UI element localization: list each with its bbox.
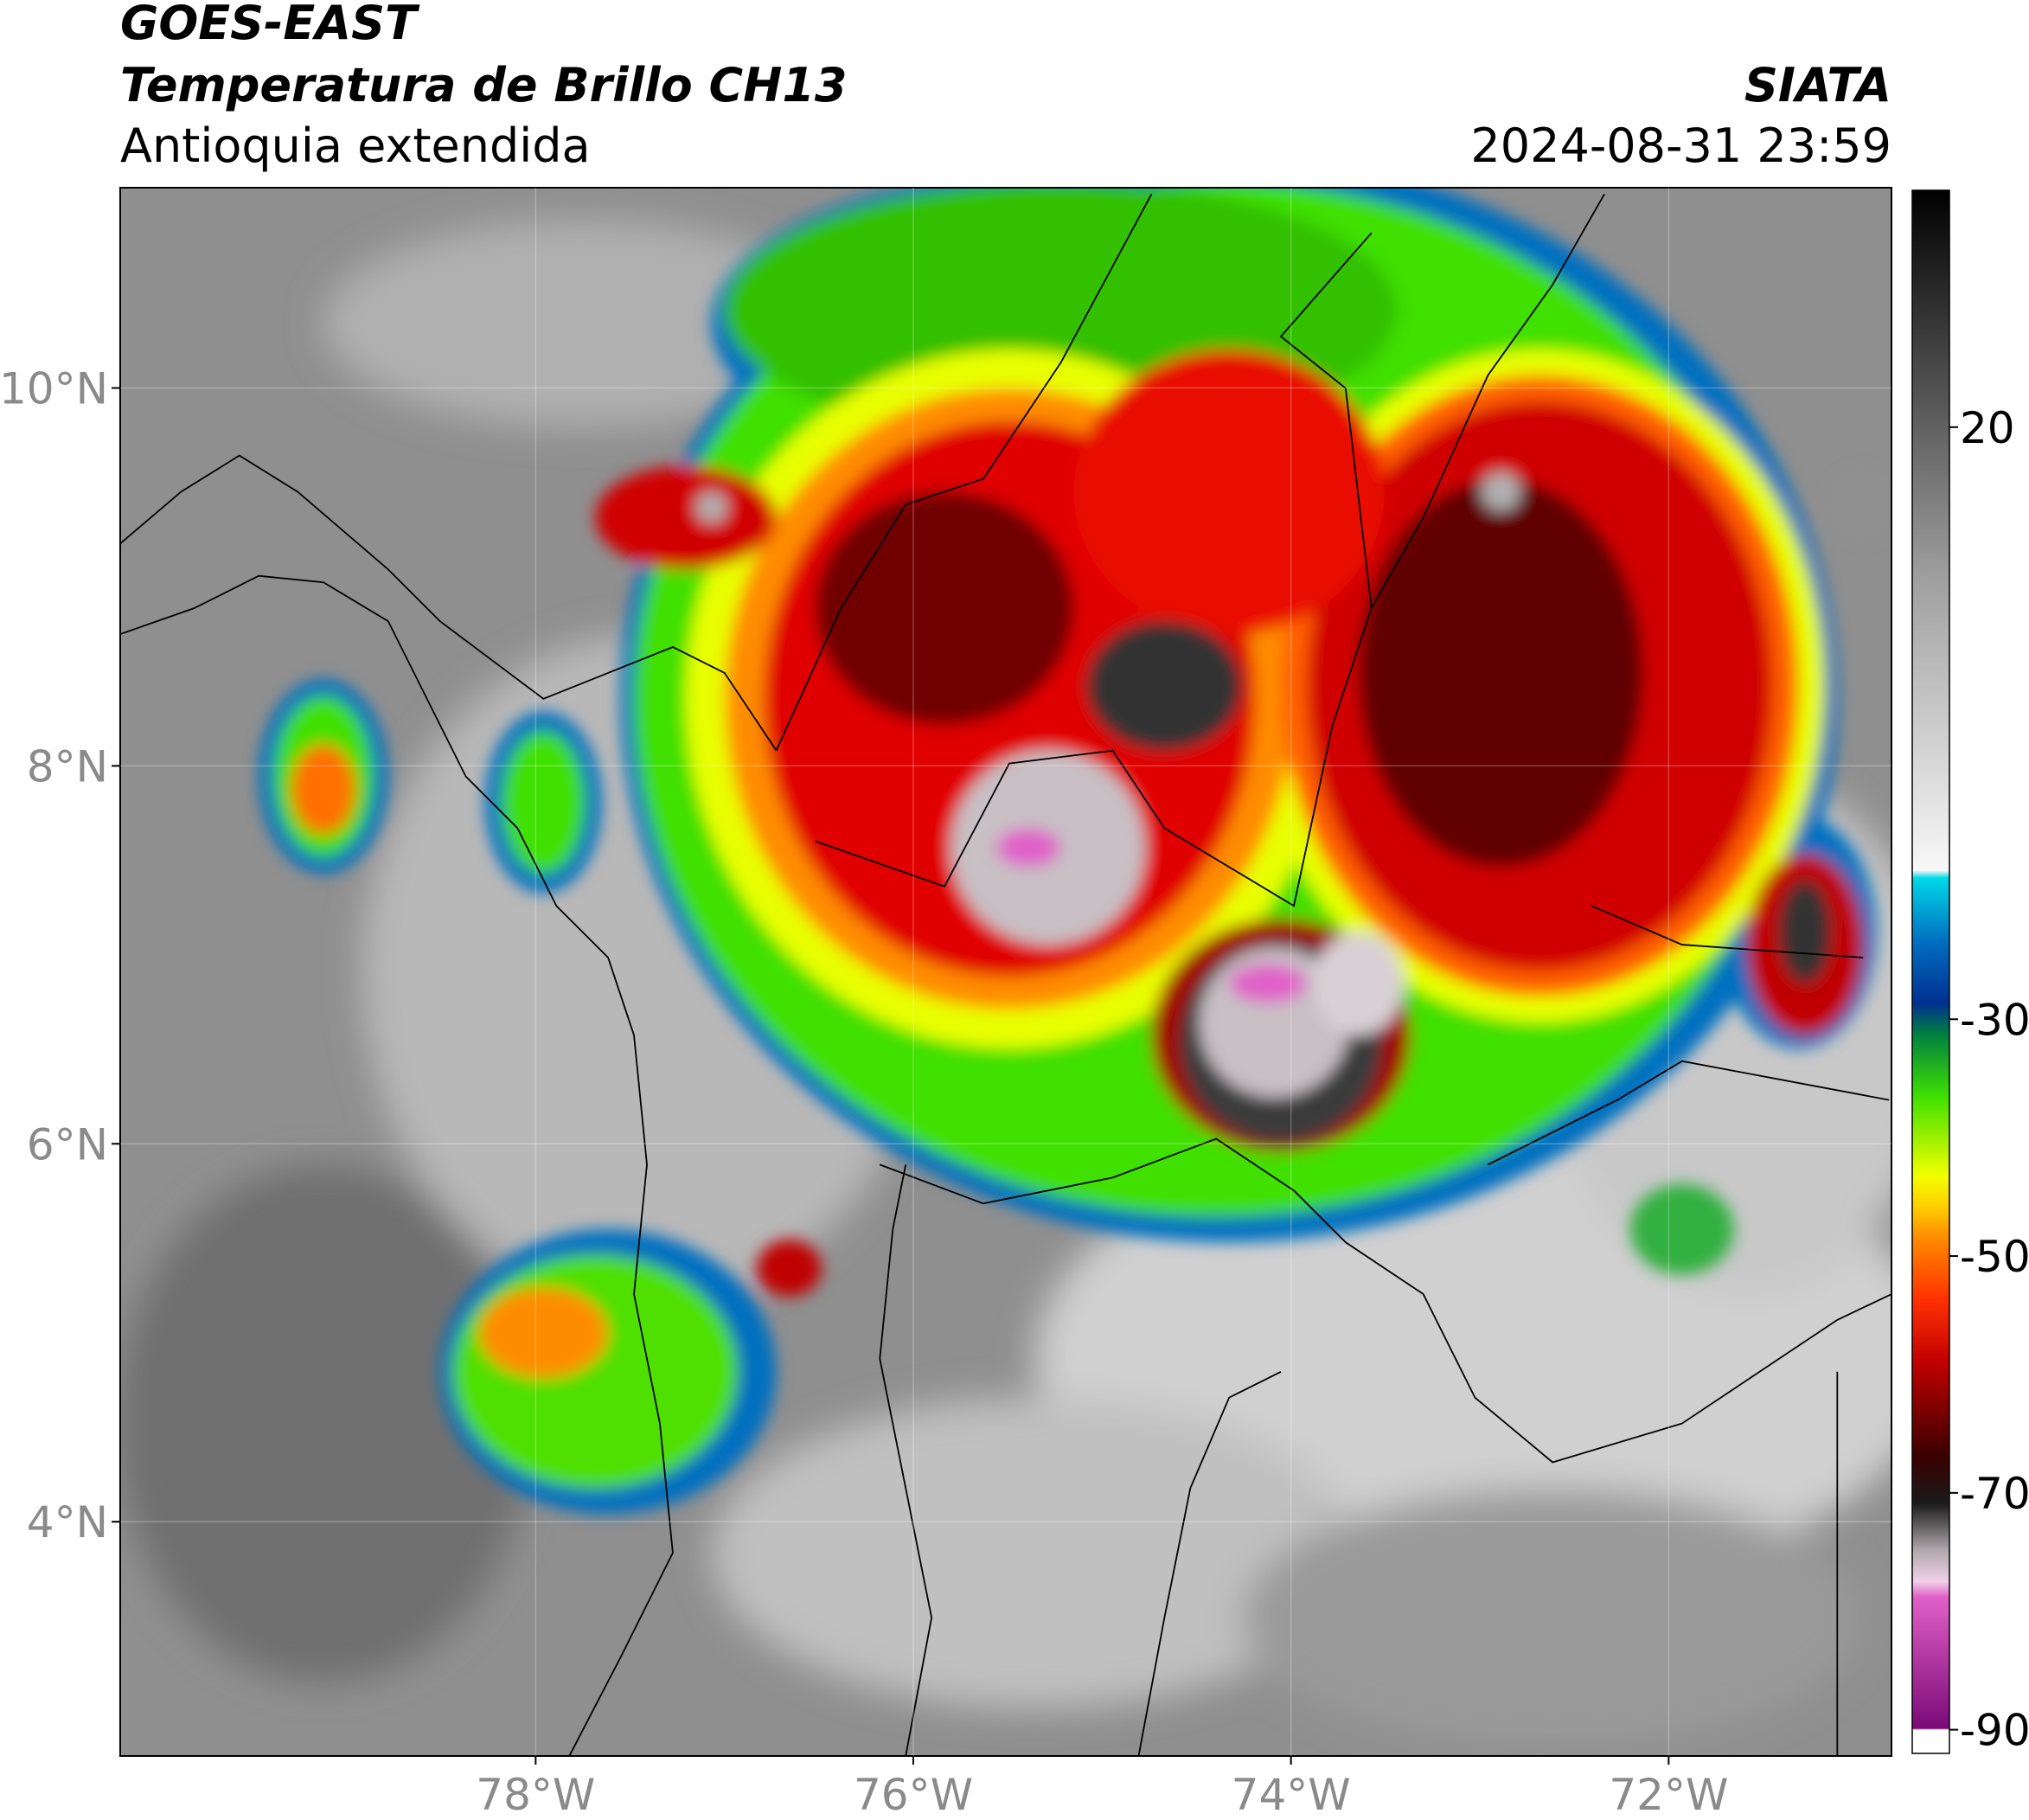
datetime: 2024-08-31 23:59 bbox=[1470, 119, 1891, 173]
y-tick-label: 4°N bbox=[27, 1497, 108, 1548]
x-tick-label: 72°W bbox=[1609, 1770, 1728, 1817]
y-tick-label: 6°N bbox=[27, 1119, 108, 1170]
colorbar-tick-label: -50 bbox=[1960, 1232, 2029, 1282]
satellite: GOES-EAST bbox=[120, 0, 420, 50]
x-tick-label: 74°W bbox=[1232, 1770, 1351, 1817]
source: SIATA bbox=[1744, 58, 1891, 112]
satellite-image bbox=[120, 188, 1891, 1756]
y-tick-label: 10°N bbox=[0, 364, 108, 414]
x-tick-label: 78°W bbox=[476, 1770, 595, 1817]
x-tick-label: 76°W bbox=[854, 1770, 973, 1817]
product: Temperatura de Brillo CH13 bbox=[120, 58, 848, 112]
colorbar-tick-label: -90 bbox=[1960, 1706, 2029, 1756]
y-tick-label: 8°N bbox=[27, 741, 108, 791]
colorbar-tick-label: -30 bbox=[1960, 995, 2029, 1045]
colorbar bbox=[1911, 189, 1950, 1754]
colorbar-tick-label: 20 bbox=[1960, 403, 2015, 453]
colorbar-tick-label: -70 bbox=[1960, 1469, 2029, 1519]
region: Antioquia extendida bbox=[120, 119, 591, 173]
map-frame bbox=[119, 187, 1892, 1757]
